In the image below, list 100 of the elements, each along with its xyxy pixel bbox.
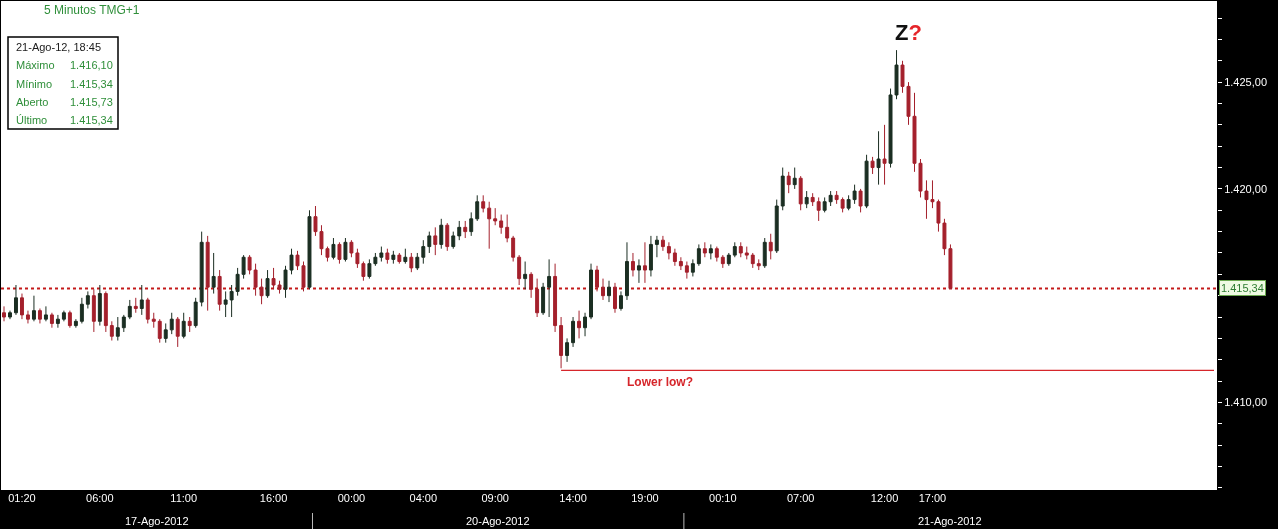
candlestick [870,156,875,175]
candlestick [223,290,228,318]
annotation: 21-Ago-12, 18:45 [16,41,102,53]
candlestick [421,239,426,265]
candlestick [774,199,779,254]
candlestick [403,248,408,265]
candlestick [181,312,186,339]
ref-line-label: 1.415,34 [1221,282,1264,294]
candlestick [708,243,713,260]
candlestick [816,196,821,222]
candlestick [559,316,564,369]
candlestick [31,295,36,322]
candlestick [553,263,558,333]
candlestick [738,241,743,258]
text: 17-Ago-2012 [125,515,189,527]
candlestick [678,256,683,271]
annotation: Máximo [16,59,55,71]
candlestick [804,190,809,209]
candlestick [720,254,725,269]
candlestick [337,241,342,265]
candlestick [595,265,599,292]
x-tick-label: 07:00 [786,492,815,504]
candlestick [343,237,348,263]
candlestick [73,318,78,329]
candlestick [427,231,432,254]
candlestick [642,241,647,284]
candlestick [702,241,707,258]
candlestick [565,337,570,363]
x-tick-label: 17:00 [918,492,947,504]
x-tick-label: 09:00 [481,492,509,504]
candlestick [433,226,438,256]
candlestick [157,318,162,344]
candlestick [133,297,138,314]
candlestick [487,201,492,250]
candlestick [217,269,222,312]
candlestick [169,312,174,335]
x-tick-label: 12:00 [870,492,899,504]
candlestick [397,252,402,265]
candlestick [630,252,635,277]
candlestick [613,282,617,314]
candlestick [517,254,522,286]
candlestick [145,297,150,324]
candlestick [43,305,48,322]
y-tick-label: 1.410,00 [1224,396,1268,409]
candlestick [199,231,204,307]
candlestick [409,252,414,273]
x-tick-label: 06:00 [86,492,114,504]
candlestick [175,316,180,348]
candlestick [625,241,629,301]
candlestick [798,175,803,211]
candlestick [61,310,66,322]
candlestick [67,310,72,329]
annotation: 1.415,34 [70,114,113,126]
candlestick [163,322,168,344]
annotation: Último [16,114,48,126]
x-tick-label: 01:20 [8,492,36,504]
candlestick [756,258,761,271]
x-tick-label: 14:00 [559,492,587,504]
candlestick [85,290,90,309]
candlestick [391,250,396,265]
candlestick [493,207,498,226]
candlestick [103,290,108,333]
candlestick [265,269,270,299]
candlestick [529,271,534,299]
candlestick [8,310,12,320]
candlestick [607,280,611,303]
candlestick [37,307,42,324]
x-tick-label: 00:10 [709,492,737,504]
text: 21-Ago-2012 [918,515,982,527]
annotation: 1.415,34 [70,78,113,90]
candlestick [331,237,336,260]
candlestick [481,194,486,213]
x-tick-label: 16:00 [259,492,288,504]
candlestick [744,246,749,260]
candlestick [415,252,420,271]
candlestick [193,297,198,329]
y-tick-label: 1.425,00 [1224,75,1268,88]
candlestick [79,297,84,324]
candlestick [127,299,132,320]
candlestick [541,282,546,316]
candlestick [672,248,677,267]
candlestick [577,310,582,339]
candlestick [139,284,144,316]
candlestick [690,258,695,277]
candlestick [25,310,30,324]
annotation: 1.416,10 [70,59,113,71]
candlestick [714,246,719,263]
candlestick [2,305,6,322]
series-label: Lower low? [627,375,693,389]
candlestick [858,188,863,213]
candlestick [768,233,773,260]
annotation: Mínimo [16,78,53,90]
candlestick [14,284,18,316]
candlestick [636,258,641,284]
candlestick [49,312,54,329]
candlestick [654,235,659,258]
candlestick [589,263,593,320]
candlestick [205,235,210,312]
candlestick [834,190,839,205]
candlestick [840,196,845,213]
